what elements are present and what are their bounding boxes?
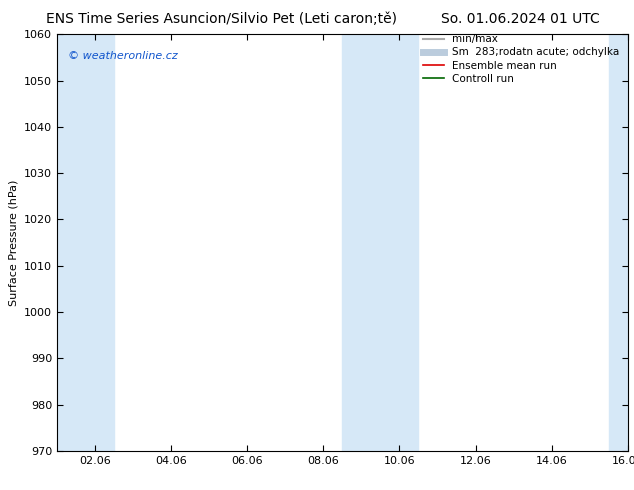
Bar	[609, 34, 628, 451]
Legend: min/max, Sm  283;rodatn acute; odchylka, Ensemble mean run, Controll run: min/max, Sm 283;rodatn acute; odchylka, …	[420, 31, 623, 87]
Text: ENS Time Series Asuncion/Silvio Pet (Leti caron;tě): ENS Time Series Asuncion/Silvio Pet (Let…	[46, 12, 398, 26]
Text: So. 01.06.2024 01 UTC: So. 01.06.2024 01 UTC	[441, 12, 599, 26]
Bar	[342, 34, 418, 451]
Bar	[76, 34, 114, 451]
Y-axis label: Surface Pressure (hPa): Surface Pressure (hPa)	[8, 179, 18, 306]
Text: © weatheronline.cz: © weatheronline.cz	[68, 51, 178, 61]
Bar	[57, 34, 76, 451]
